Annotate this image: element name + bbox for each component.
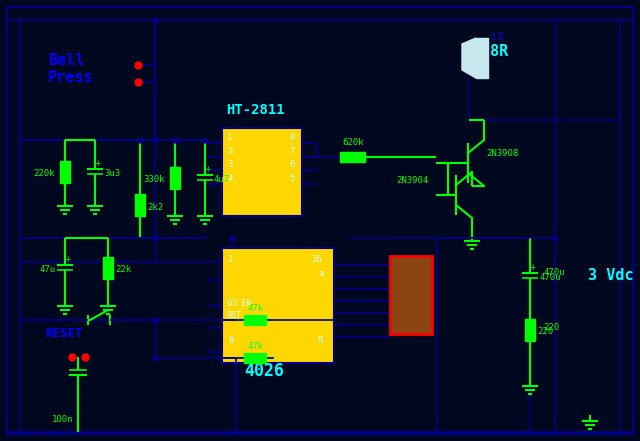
Text: a: a bbox=[318, 269, 323, 278]
Text: +: + bbox=[94, 158, 100, 168]
Text: Press: Press bbox=[48, 70, 93, 85]
Text: 1: 1 bbox=[228, 255, 234, 264]
Bar bbox=[476, 38, 488, 78]
Text: 4: 4 bbox=[227, 174, 232, 183]
Text: 470u: 470u bbox=[543, 268, 564, 277]
Text: 620k: 620k bbox=[342, 138, 364, 147]
Text: 3: 3 bbox=[227, 160, 232, 169]
Text: 220: 220 bbox=[537, 328, 553, 336]
Bar bbox=[340, 152, 365, 162]
Text: DS EN: DS EN bbox=[228, 299, 251, 308]
Text: 3u3: 3u3 bbox=[104, 169, 120, 179]
Text: 4026: 4026 bbox=[244, 362, 284, 380]
Bar bbox=[170, 167, 180, 189]
Text: 47k: 47k bbox=[247, 342, 263, 351]
Polygon shape bbox=[462, 38, 476, 78]
Bar bbox=[525, 319, 535, 341]
Text: 47k: 47k bbox=[247, 304, 263, 313]
Text: 6: 6 bbox=[289, 160, 294, 169]
Text: 330k: 330k bbox=[143, 176, 164, 184]
Text: 47u: 47u bbox=[39, 265, 55, 274]
Bar bbox=[222, 248, 334, 363]
Text: 2k2: 2k2 bbox=[147, 202, 163, 212]
Text: 8: 8 bbox=[228, 336, 234, 345]
Text: +: + bbox=[64, 254, 70, 264]
Text: 16: 16 bbox=[312, 255, 323, 264]
Text: 3 Vdc: 3 Vdc bbox=[588, 268, 634, 283]
Text: 9: 9 bbox=[318, 336, 323, 345]
Text: 2N3908: 2N3908 bbox=[486, 149, 518, 158]
Text: 470u: 470u bbox=[539, 273, 561, 283]
Bar bbox=[60, 161, 70, 183]
Text: 22k: 22k bbox=[115, 265, 131, 274]
Bar bbox=[244, 353, 266, 363]
Text: Bell: Bell bbox=[48, 53, 84, 68]
Text: 2N3904: 2N3904 bbox=[396, 176, 428, 185]
Bar bbox=[103, 257, 113, 279]
Bar bbox=[390, 256, 432, 334]
Text: 100n: 100n bbox=[52, 415, 74, 424]
Text: RESET: RESET bbox=[45, 327, 83, 340]
Bar bbox=[244, 315, 266, 325]
Text: HT-2811: HT-2811 bbox=[226, 103, 285, 117]
Text: 220: 220 bbox=[543, 323, 559, 332]
Text: 2: 2 bbox=[227, 147, 232, 156]
Bar bbox=[222, 128, 302, 216]
Text: 1: 1 bbox=[227, 133, 232, 142]
Text: 8: 8 bbox=[289, 133, 294, 142]
Text: 5: 5 bbox=[289, 174, 294, 183]
Text: +: + bbox=[204, 164, 211, 173]
Text: 4u7: 4u7 bbox=[214, 176, 230, 184]
Text: 220k: 220k bbox=[33, 169, 54, 179]
Text: +: + bbox=[529, 262, 536, 272]
Text: LS: LS bbox=[492, 32, 504, 42]
Text: 8R: 8R bbox=[490, 44, 508, 59]
Text: 7: 7 bbox=[289, 147, 294, 156]
Bar bbox=[135, 194, 145, 216]
Text: RST: RST bbox=[228, 311, 242, 320]
